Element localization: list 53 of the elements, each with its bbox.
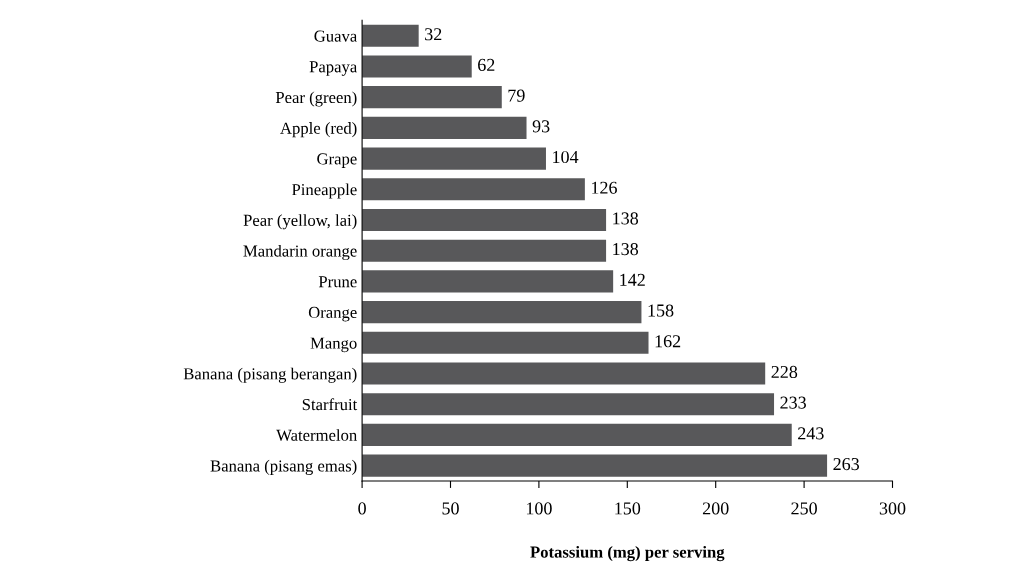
data-label: 228 bbox=[771, 365, 798, 379]
data-label: 233 bbox=[780, 396, 806, 409]
y-tick-label: Watermelon bbox=[276, 429, 357, 441]
x-tick-label: 250 bbox=[791, 502, 817, 515]
y-tick-label: Mango bbox=[310, 337, 357, 353]
y-tick-label: Orange bbox=[308, 306, 357, 322]
y-tick-label: Mandarin orange bbox=[243, 244, 357, 261]
y-tick-label: Apple (red) bbox=[280, 122, 357, 138]
bar bbox=[362, 24, 419, 47]
data-label: 93 bbox=[532, 120, 550, 133]
data-label: 142 bbox=[620, 273, 645, 286]
data-label: 126 bbox=[592, 181, 617, 194]
data-label: 32 bbox=[425, 28, 442, 41]
bar bbox=[362, 454, 828, 477]
bar bbox=[362, 239, 607, 262]
data-label: 162 bbox=[655, 335, 681, 348]
bar bbox=[362, 178, 585, 201]
bar bbox=[362, 116, 527, 139]
y-tick-label: Papaya bbox=[309, 61, 358, 76]
bar bbox=[362, 393, 775, 416]
bar bbox=[362, 55, 472, 78]
bar bbox=[362, 208, 607, 232]
x-axis-title: Potassium (mg) per serving bbox=[530, 545, 725, 562]
y-tick-label: Prune bbox=[318, 276, 357, 288]
bar bbox=[362, 362, 766, 385]
x-tick-label: 200 bbox=[702, 502, 729, 515]
x-tick-label: 150 bbox=[615, 502, 641, 515]
y-tick-label: Banana (pisang emas) bbox=[210, 459, 357, 475]
x-tick-label: 50 bbox=[442, 502, 459, 515]
data-label: 79 bbox=[508, 89, 525, 102]
bar bbox=[362, 270, 614, 293]
data-label: 243 bbox=[798, 427, 824, 440]
y-tick-label: Pineapple bbox=[291, 183, 357, 199]
y-tick-label: Starfruit bbox=[302, 398, 358, 411]
y-tick-label: Pear (yellow, lai) bbox=[243, 214, 357, 230]
x-tick-label: 300 bbox=[879, 502, 906, 515]
y-tick-label: Pear (green) bbox=[275, 91, 357, 107]
bar bbox=[362, 331, 649, 354]
bar bbox=[362, 301, 642, 324]
data-label: 104 bbox=[553, 150, 579, 164]
x-tick-label: 100 bbox=[526, 502, 552, 515]
bar bbox=[362, 423, 792, 446]
data-label: 62 bbox=[478, 58, 495, 71]
y-tick-label: Guava bbox=[314, 30, 358, 42]
data-label: 158 bbox=[648, 304, 674, 317]
bar bbox=[362, 147, 546, 170]
data-label: 263 bbox=[833, 458, 860, 471]
y-tick-label: Grape bbox=[317, 153, 357, 168]
bar bbox=[362, 86, 502, 109]
x-tick-label: 0 bbox=[358, 502, 366, 515]
y-tick-label: Banana (pisang berangan) bbox=[183, 367, 357, 383]
data-label: 138 bbox=[613, 243, 639, 256]
data-label: 138 bbox=[613, 212, 639, 225]
